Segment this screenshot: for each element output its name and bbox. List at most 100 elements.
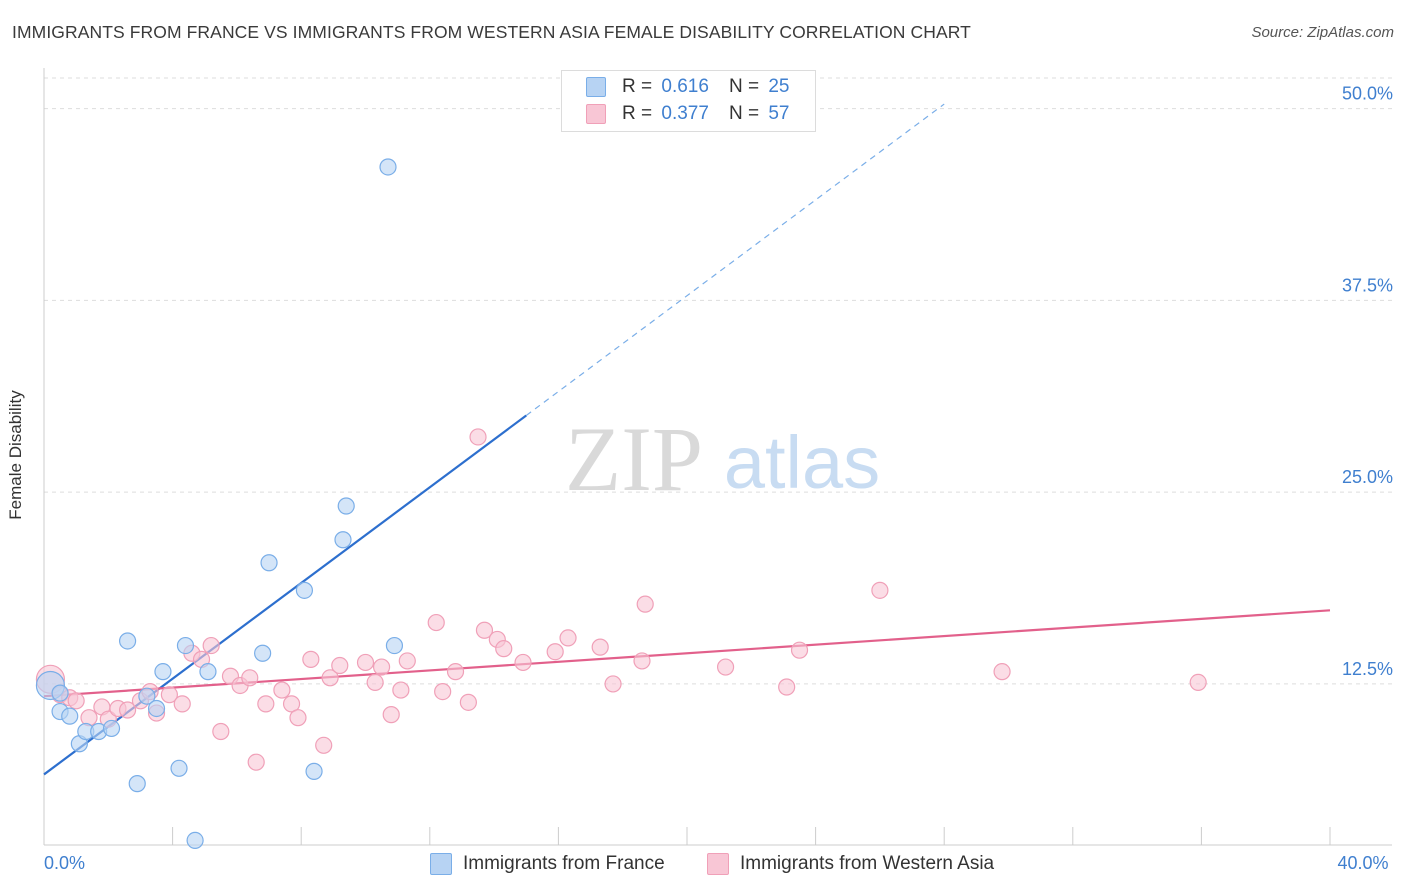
data-point (247, 753, 265, 771)
data-point (147, 699, 166, 718)
data-point (591, 638, 609, 656)
axes (43, 68, 1392, 846)
data-point (118, 632, 137, 650)
data-point (385, 636, 404, 655)
data-point (186, 831, 204, 849)
watermark: ZIP atlas (565, 408, 880, 510)
x-tick-label: 40.0% (1337, 853, 1388, 873)
data-point (633, 652, 651, 670)
grid-lines (44, 77, 1392, 685)
data-point (61, 707, 79, 725)
data-point (138, 687, 156, 705)
tick-labels: 12.5% 25.0% 37.5% 50.0% 0.0% 40.0% (44, 84, 1393, 873)
data-point (51, 684, 69, 702)
y-axis-label: Female Disability (6, 390, 25, 520)
bottom-legend-western-asia: Immigrants from Western Asia (707, 852, 994, 876)
watermark-zip: ZIP (565, 408, 703, 510)
data-point (212, 722, 230, 741)
legend-r-value: 0.616 (661, 76, 709, 97)
data-point (289, 709, 307, 727)
data-point (790, 641, 809, 659)
legend-r-label: R = (622, 76, 653, 97)
x-tick-label: 0.0% (44, 853, 85, 873)
data-point (118, 701, 137, 719)
data-point (176, 636, 195, 655)
data-point (305, 762, 323, 780)
data-point (495, 640, 513, 658)
data-point (257, 695, 275, 713)
data-point (366, 673, 384, 691)
data-point (446, 663, 465, 681)
data-point (392, 681, 410, 699)
legend-row-france: R = 0.616 N = 25 (586, 75, 790, 99)
data-point (202, 636, 220, 655)
source-label: Source: ZipAtlas.com (1251, 24, 1394, 41)
data-point (427, 613, 445, 632)
data-point (604, 675, 622, 693)
data-point (372, 658, 391, 676)
data-point (871, 581, 889, 599)
bottom-legend-france: Immigrants from France (430, 852, 665, 876)
trend-line-extension (525, 103, 945, 416)
legend-n-value: 57 (768, 103, 790, 124)
data-point (546, 643, 564, 661)
data-point (334, 531, 352, 549)
data-point (315, 736, 333, 754)
data-points (35, 158, 1207, 849)
data-point (636, 595, 654, 613)
data-point (273, 681, 291, 699)
data-point (1189, 673, 1207, 691)
watermark-atlas: atlas (724, 421, 880, 504)
data-point (67, 692, 85, 710)
data-point (356, 653, 375, 672)
data-point (254, 644, 272, 662)
legend-n-label: N = (728, 76, 760, 97)
data-point (459, 693, 477, 711)
data-point (559, 629, 577, 647)
data-point (128, 775, 146, 793)
legend-swatch-france (586, 77, 606, 97)
y-tick-label: 50.0% (1342, 84, 1393, 104)
data-point (379, 158, 397, 176)
data-point (382, 706, 400, 724)
legend-swatch-western-asia (586, 104, 606, 124)
correlation-legend: R = 0.616 N = 25 R = 0.377 N = 57 (561, 70, 816, 132)
bottom-legend-label-western-asia: Immigrants from Western Asia (740, 853, 995, 874)
data-point (475, 621, 494, 639)
data-point (260, 554, 278, 572)
legend-row-western-asia: R = 0.377 N = 57 (586, 102, 790, 126)
legend-r-value: 0.377 (661, 103, 709, 124)
data-point (170, 759, 188, 777)
legend-r-label: R = (622, 103, 653, 124)
data-point (199, 663, 217, 681)
data-point (434, 682, 452, 701)
legend-n-value: 25 (768, 76, 790, 97)
data-point (102, 719, 121, 738)
data-point (154, 663, 172, 681)
data-point (398, 652, 416, 670)
data-point (295, 581, 314, 599)
bottom-legend-swatch-western-asia (707, 853, 729, 875)
trend-line (43, 609, 1331, 698)
data-point (469, 428, 487, 446)
data-point (173, 695, 191, 713)
bottom-legend-swatch-france (430, 853, 452, 875)
chart-title: IMMIGRANTS FROM FRANCE VS IMMIGRANTS FRO… (12, 22, 971, 42)
data-point (716, 658, 735, 676)
data-point (514, 653, 532, 672)
data-point (282, 695, 301, 713)
data-point (778, 678, 796, 696)
data-point (337, 497, 355, 515)
data-point (241, 669, 259, 687)
y-tick-label: 12.5% (1342, 659, 1393, 679)
data-point (331, 656, 349, 675)
data-point (302, 650, 320, 668)
data-point (993, 663, 1011, 681)
data-point (160, 686, 178, 704)
data-point (321, 669, 339, 687)
legend-n-label: N = (728, 103, 760, 124)
y-tick-label: 25.0% (1342, 467, 1393, 487)
y-tick-label: 37.5% (1342, 275, 1393, 295)
bottom-legend-label-france: Immigrants from France (463, 853, 665, 874)
